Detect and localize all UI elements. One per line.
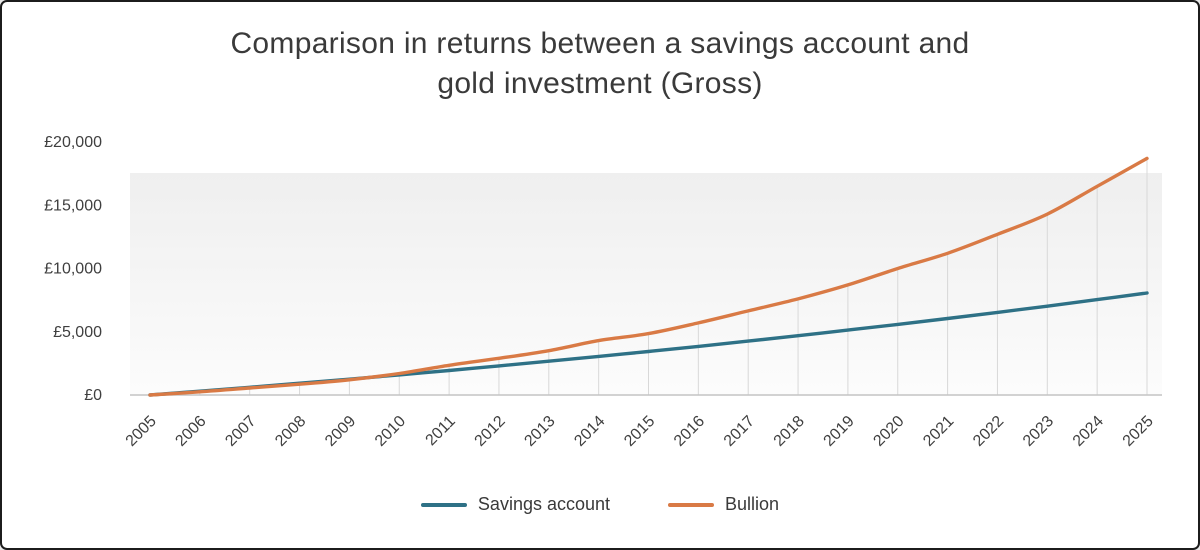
chart-title-line2: gold investment (Gross) [437,67,763,100]
y-axis-labels: £0 £5,000 £10,000 £15,000 £20,000 [44,134,102,404]
legend-item-bullion: Bullion [668,494,779,515]
svg-text:2010: 2010 [372,413,409,450]
svg-text:£5,000: £5,000 [53,324,102,341]
legend-item-savings: Savings account [420,494,611,515]
chart-legend: Savings account Bullion [2,494,1198,515]
svg-text:£20,000: £20,000 [44,134,102,151]
legend-label-bullion: Bullion [725,494,780,514]
svg-text:2025: 2025 [1120,413,1157,450]
svg-text:£0: £0 [84,387,102,404]
svg-text:2008: 2008 [272,413,309,450]
legend-label-savings: Savings account [477,494,611,514]
svg-text:2011: 2011 [423,413,459,449]
svg-text:2007: 2007 [222,413,259,450]
bullion-line [148,156,1149,397]
chart-title: Comparison in returns between a savings … [2,24,1198,104]
svg-text:2017: 2017 [721,413,758,450]
svg-text:2009: 2009 [322,413,359,450]
svg-text:2018: 2018 [771,413,808,450]
svg-text:£10,000: £10,000 [44,261,102,278]
svg-text:2006: 2006 [172,413,209,450]
svg-text:2016: 2016 [671,413,708,450]
svg-text:£15,000: £15,000 [44,197,102,214]
svg-text:2022: 2022 [970,413,1007,450]
svg-text:2015: 2015 [621,413,658,450]
svg-text:2023: 2023 [1020,413,1057,450]
svg-text:2014: 2014 [571,413,608,450]
x-axis-labels: 2005 2006 2007 2008 2009 2010 2011 2012 2013 2014… [123,413,1157,450]
svg-text:2005: 2005 [123,413,160,450]
svg-text:2021: 2021 [920,413,957,450]
svg-text:2019: 2019 [821,413,858,450]
svg-text:2012: 2012 [472,413,509,450]
plot-area-background [130,173,1162,395]
svg-text:2024: 2024 [1070,413,1107,450]
year-droplines [199,158,1148,395]
savings-line-swatch-icon [420,502,467,507]
chart-title-line1: Comparison in returns between a savings … [230,27,970,60]
bullion-line-swatch-icon [668,502,715,507]
svg-text:2013: 2013 [521,413,558,450]
svg-text:2020: 2020 [870,413,907,450]
